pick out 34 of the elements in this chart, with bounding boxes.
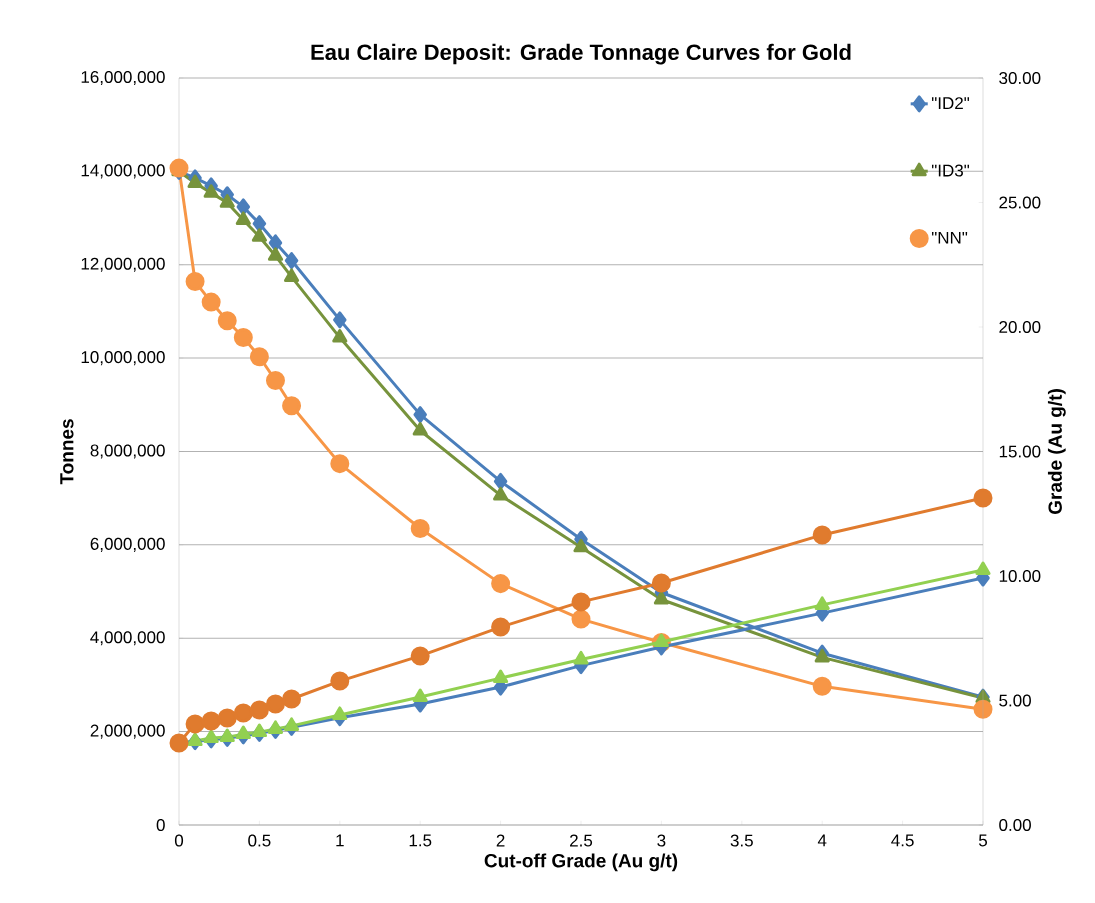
x-tick-label: 1.5 xyxy=(409,834,432,847)
y-tick-label: 2,000,000 xyxy=(90,724,165,739)
x-tick-label: 4.5 xyxy=(891,834,914,847)
legend-label: "ID2" xyxy=(931,97,970,110)
x-tick-label: 1 xyxy=(336,834,344,847)
y-tick-label: 0 xyxy=(156,818,165,832)
x-axis-title: Cut-off Grade (Au g/t) xyxy=(484,853,678,872)
x-tick-label: 2 xyxy=(496,834,505,847)
y2-axis-title: Grade (Au g/t) xyxy=(1047,389,1066,515)
x-tick-label: 0.5 xyxy=(248,834,271,847)
x-tick-label: 4 xyxy=(817,834,827,847)
chart-title: Eau Claire Deposit: Grade Tonnage Curves for Gold xyxy=(311,43,851,65)
x-tick-label: 0 xyxy=(174,834,184,847)
y-tick-label: 8,000,000 xyxy=(90,444,165,459)
y-tick-label: 6,000,000 xyxy=(90,537,165,552)
y2-tick-label: 10.00 xyxy=(999,569,1041,583)
legend-label: "ID3" xyxy=(931,164,970,177)
y-axis-title: Tonnes xyxy=(60,419,74,485)
y2-tick-label: 5.00 xyxy=(999,694,1031,707)
x-tick-label: 3 xyxy=(657,834,666,847)
y-tick-label: 10,000,000 xyxy=(81,351,165,366)
y-tick-label: 14,000,000 xyxy=(81,164,165,179)
y-tick-label: 12,000,000 xyxy=(81,257,165,272)
y2-tick-label: 25.00 xyxy=(999,196,1041,209)
y-tick-label: 4,000,000 xyxy=(90,631,165,646)
y2-tick-label: 15.00 xyxy=(999,445,1041,458)
y2-tick-label: 30.00 xyxy=(999,71,1041,85)
y2-tick-label: 0.00 xyxy=(999,818,1031,832)
x-tick-label: 2.5 xyxy=(570,834,593,847)
legend-label: "NN" xyxy=(931,231,968,244)
x-tick-label: 5 xyxy=(978,834,988,847)
y2-tick-label: 20.00 xyxy=(999,320,1041,334)
x-tick-label: 3.5 xyxy=(730,834,753,847)
y-tick-label: 16,000,000 xyxy=(81,70,165,86)
